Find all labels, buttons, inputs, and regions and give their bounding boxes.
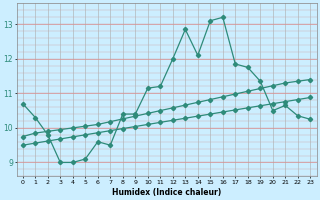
X-axis label: Humidex (Indice chaleur): Humidex (Indice chaleur): [112, 188, 221, 197]
